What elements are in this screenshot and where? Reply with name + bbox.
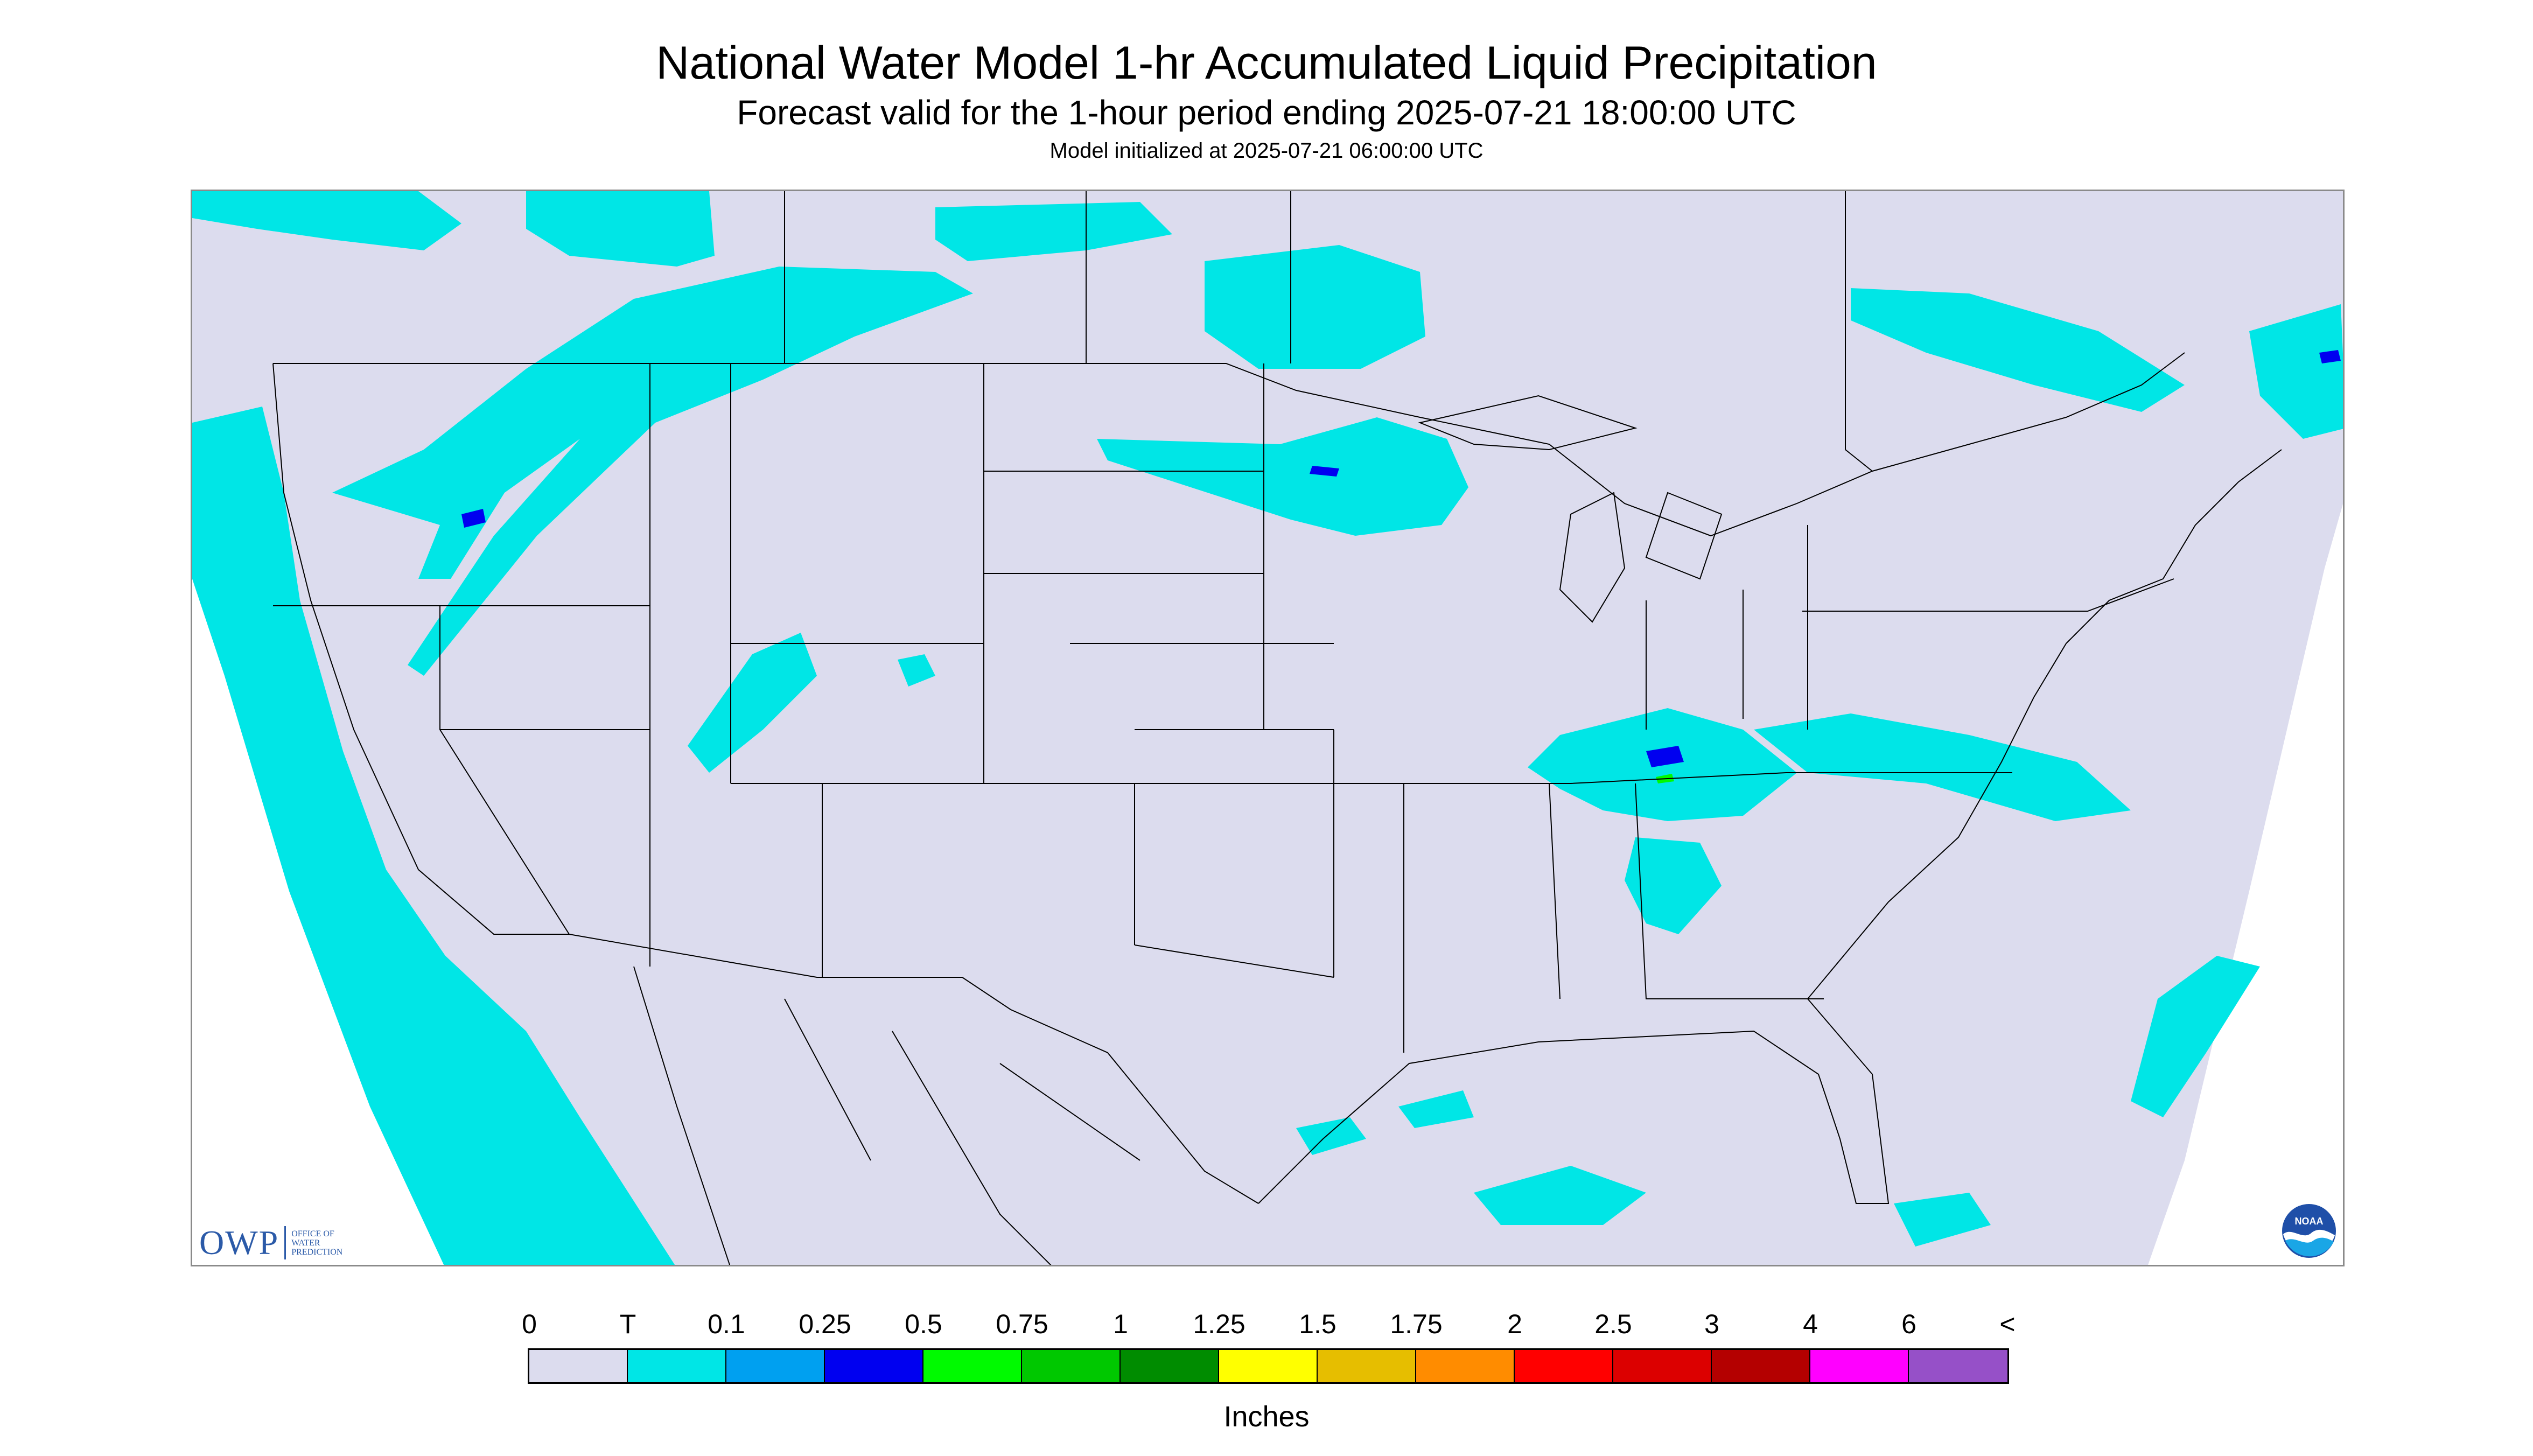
minnesota-core xyxy=(1310,466,1339,477)
us-mexico-border xyxy=(569,934,1259,1204)
legend-swatch xyxy=(628,1350,726,1382)
legend-swatch xyxy=(1613,1350,1712,1382)
legend-swatch xyxy=(923,1350,1022,1382)
atlantic-precip xyxy=(2131,956,2260,1117)
maritimes-precip xyxy=(2249,304,2343,439)
gulf-precip-1 xyxy=(1474,1166,1646,1225)
owp-logo-line: WATER xyxy=(291,1238,320,1248)
georgia-precip xyxy=(1625,837,1722,934)
map-title: National Water Model 1-hr Accumulated Li… xyxy=(656,37,1877,89)
legend-tick-label: 2.5 xyxy=(1594,1309,1632,1339)
legend-units-label: Inches xyxy=(1223,1401,1310,1433)
legend-colorbar xyxy=(528,1348,2009,1384)
legend-tick-label: 2 xyxy=(1507,1309,1522,1339)
precip-heavier-cores xyxy=(461,350,2341,767)
legend-swatch xyxy=(1909,1350,2007,1382)
mexico-state-lines xyxy=(633,966,1140,1265)
mountain-west-precip xyxy=(688,633,817,773)
legend-tick-label: 1.5 xyxy=(1299,1309,1337,1339)
legend-swatch xyxy=(726,1350,825,1382)
maritimes-core xyxy=(2319,350,2341,363)
owp-logo-line: OFFICE OF xyxy=(291,1229,334,1238)
gulf-precip-3 xyxy=(1398,1090,1474,1128)
legend-swatch xyxy=(1416,1350,1515,1382)
legend-tick-label: 0.75 xyxy=(996,1309,1048,1339)
precip-trace-areas xyxy=(192,191,2343,1265)
pnw-core xyxy=(461,509,486,528)
north-dakota-precip xyxy=(1205,245,1425,369)
model-init-label: Model initialized at 2025-07-21 06:00:00… xyxy=(1049,139,1484,163)
legend-tick-label: < xyxy=(1999,1309,2016,1339)
legend-swatch xyxy=(1121,1350,1219,1382)
legend-tick-label: 0 xyxy=(522,1309,537,1339)
legend-tick-label: 4 xyxy=(1803,1309,1818,1339)
legend-swatch xyxy=(1810,1350,1909,1382)
legend-swatch xyxy=(529,1350,628,1382)
gulf-coast xyxy=(1258,998,1890,1204)
legend-swatch xyxy=(1515,1350,1613,1382)
new-mexico-precip xyxy=(898,654,935,687)
legend-swatch xyxy=(1022,1350,1121,1382)
state-lines-east xyxy=(1404,525,2174,999)
lake-superior xyxy=(1418,395,1638,451)
bc-coast-precip xyxy=(192,191,461,250)
owp-logo: OWP OFFICE OF WATER PREDICTION xyxy=(199,1221,356,1264)
quebec-precip xyxy=(1851,288,2185,412)
legend-tick-label: 3 xyxy=(1704,1309,1719,1339)
lake-michigan xyxy=(1559,492,1626,623)
map-canvas xyxy=(192,191,2343,1265)
gulf-precip-2 xyxy=(1296,1117,1366,1155)
legend-tick-label: T xyxy=(619,1309,636,1339)
state-lines-central xyxy=(984,363,1404,1053)
florida-straits-precip xyxy=(1894,1193,1991,1247)
political-boundaries xyxy=(272,191,2282,1265)
minnesota-precip xyxy=(1097,417,1468,536)
legend-swatch xyxy=(825,1350,923,1382)
tennessee-core xyxy=(1646,746,1684,767)
legend-tick-label: 0.1 xyxy=(708,1309,745,1339)
owp-logo-line: PREDICTION xyxy=(291,1247,343,1257)
model-domain xyxy=(192,191,2343,1265)
atlantic-coast xyxy=(1807,449,2282,999)
pacific-coast xyxy=(272,363,569,935)
legend-tick-label: 1 xyxy=(1113,1309,1128,1339)
legend-tick-label: 1.25 xyxy=(1193,1309,1245,1339)
virginia-precip xyxy=(1754,713,2131,821)
pacific-nw-band-precip xyxy=(332,267,973,676)
ontario-precip xyxy=(935,202,1172,261)
canada-prairie-precip xyxy=(526,191,715,267)
lake-huron xyxy=(1645,492,1723,580)
canada-province-lines xyxy=(784,191,1873,472)
legend-swatch xyxy=(1712,1350,1810,1382)
legend-tick-label: 0.5 xyxy=(905,1309,942,1339)
owp-logo-text: OFFICE OF WATER PREDICTION xyxy=(291,1229,356,1257)
precipitation-map xyxy=(191,190,2345,1266)
owp-logo-mark: OWP xyxy=(199,1223,279,1262)
legend-tick-label: 0.25 xyxy=(799,1309,851,1339)
map-subtitle: Forecast valid for the 1-hour period end… xyxy=(737,93,1796,132)
noaa-logo-icon: NOAA xyxy=(2282,1204,2336,1258)
legend-tick-label: 6 xyxy=(1901,1309,1916,1339)
legend-swatch xyxy=(1219,1350,1318,1382)
pacific-coast-precip xyxy=(192,407,675,1265)
legend-swatch xyxy=(1318,1350,1416,1382)
owp-logo-divider xyxy=(284,1226,286,1259)
legend: 0 T 0.1 0.25 0.5 0.75 1 1.25 1.5 1.75 2 2.5 3 4 6 < Inc… xyxy=(0,1292,2533,1454)
noaa-logo-text: NOAA xyxy=(2295,1216,2324,1227)
legend-tick-label: 1.75 xyxy=(1390,1309,1443,1339)
us-canada-border xyxy=(273,352,2185,537)
